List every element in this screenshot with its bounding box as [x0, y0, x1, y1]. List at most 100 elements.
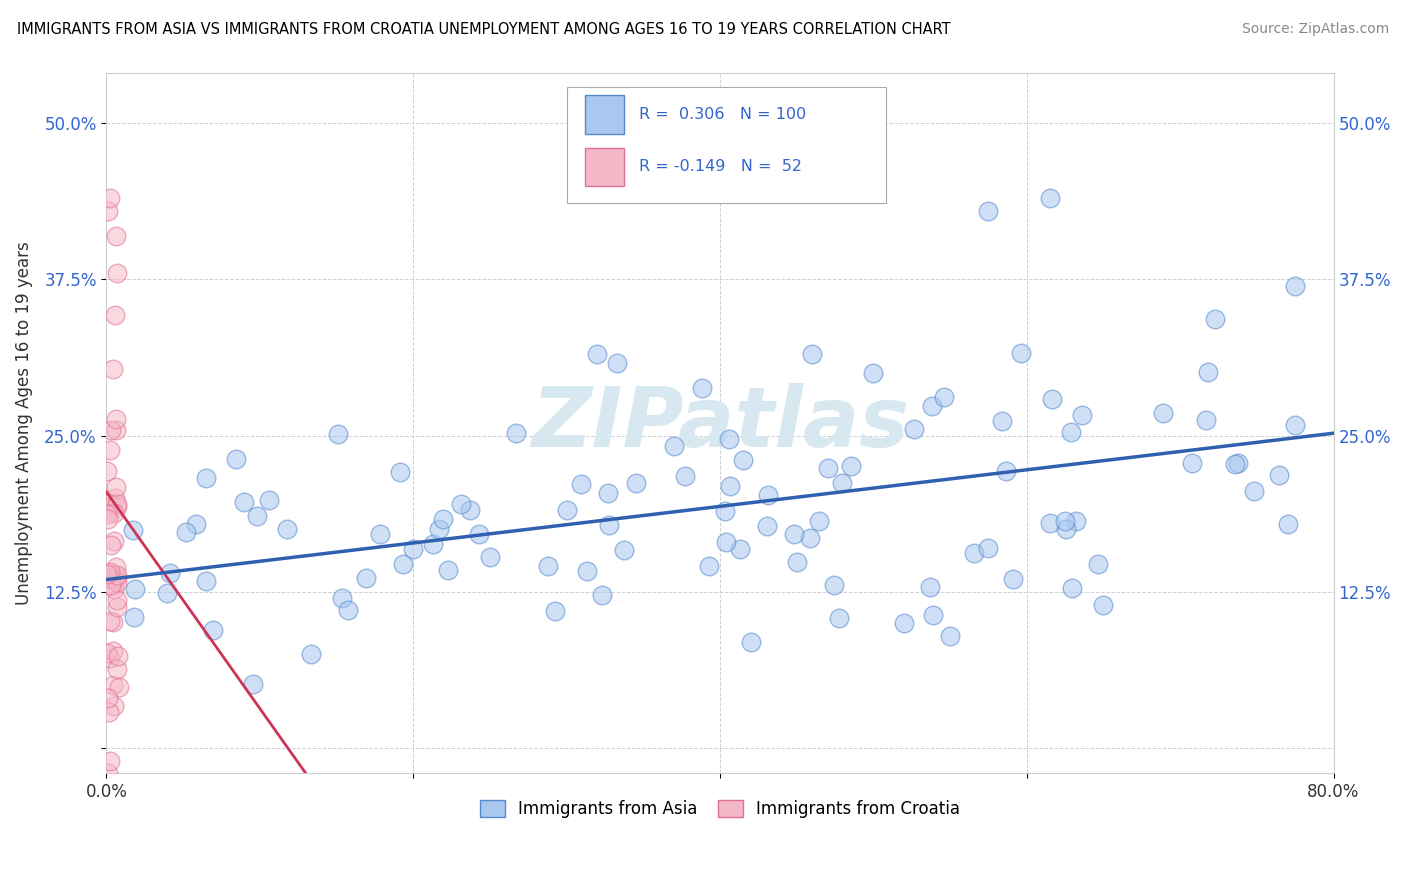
Text: ZIPatlas: ZIPatlas [531, 383, 908, 464]
Point [934, 390, 956, 404]
Point [918, 580, 941, 594]
Point [450, 497, 472, 511]
Point [690, 381, 713, 395]
Point [427, 522, 450, 536]
Point [831, 475, 853, 490]
Point [101, 644, 124, 658]
Point [105, 593, 128, 607]
Point [817, 460, 839, 475]
Point [107, 570, 129, 584]
Point [156, 586, 179, 600]
Point [1071, 409, 1094, 423]
Point [893, 616, 915, 631]
Point [1197, 365, 1219, 379]
Point [479, 550, 502, 565]
Point [259, 493, 281, 508]
Point [714, 504, 737, 518]
Point [598, 485, 620, 500]
Point [104, 309, 127, 323]
Point [107, 574, 129, 589]
Point [98, 443, 121, 458]
Point [1087, 558, 1109, 572]
Point [232, 494, 254, 508]
Point [1195, 413, 1218, 427]
Point [437, 563, 460, 577]
Bar [585, 95, 624, 134]
Point [468, 526, 491, 541]
Legend: Immigrants from Asia, Immigrants from Croatia: Immigrants from Asia, Immigrants from Cr… [474, 793, 967, 824]
Point [756, 488, 779, 502]
Point [97, 512, 120, 526]
Point [100, 578, 122, 592]
Point [107, 266, 129, 280]
Point [97, 766, 120, 780]
Point [1001, 572, 1024, 586]
Point [100, 191, 122, 205]
Point [801, 347, 824, 361]
Point [1268, 468, 1291, 483]
Point [1064, 514, 1087, 528]
Point [1060, 425, 1083, 439]
Point [543, 604, 565, 618]
Point [100, 779, 122, 793]
Point [105, 423, 128, 437]
Point [783, 527, 806, 541]
Point [731, 453, 754, 467]
Point [1277, 517, 1299, 532]
Point [586, 347, 609, 361]
Point [505, 425, 527, 440]
Point [606, 356, 628, 370]
Point [107, 497, 129, 511]
Point [100, 566, 122, 581]
Point [105, 412, 128, 426]
Point [991, 413, 1014, 427]
Point [107, 649, 129, 664]
Point [1040, 392, 1063, 407]
Point [389, 465, 412, 479]
Point [823, 578, 845, 592]
Point [159, 566, 181, 580]
Point [839, 458, 862, 473]
Point [1010, 345, 1032, 359]
Point [368, 527, 391, 541]
Point [718, 478, 741, 492]
Point [174, 525, 197, 540]
Text: R =  0.306   N = 100: R = 0.306 N = 100 [638, 107, 806, 122]
Point [756, 518, 779, 533]
Point [1054, 515, 1077, 529]
Point [807, 515, 830, 529]
Point [96, 464, 118, 478]
Point [728, 541, 751, 556]
Bar [585, 147, 624, 186]
Point [98, 496, 121, 510]
Point [100, 423, 122, 437]
Text: R = -0.149   N =  52: R = -0.149 N = 52 [638, 160, 801, 174]
Point [575, 564, 598, 578]
Point [98, 754, 121, 768]
Point [555, 503, 578, 517]
Point [100, 572, 122, 586]
Point [276, 523, 298, 537]
Point [96, 507, 118, 521]
Point [97, 203, 120, 218]
Point [122, 523, 145, 537]
Point [107, 680, 129, 694]
Point [591, 588, 613, 602]
Point [598, 517, 620, 532]
Point [97, 691, 120, 706]
Point [103, 678, 125, 692]
Point [922, 608, 945, 623]
Point [1039, 516, 1062, 530]
Point [96, 566, 118, 581]
Point [963, 546, 986, 560]
Point [103, 571, 125, 585]
Point [201, 624, 224, 638]
Point [717, 432, 740, 446]
Point [1243, 483, 1265, 498]
Point [354, 571, 377, 585]
Point [1054, 522, 1077, 536]
Point [101, 615, 124, 629]
Point [330, 591, 353, 605]
Point [432, 512, 454, 526]
Point [536, 559, 558, 574]
